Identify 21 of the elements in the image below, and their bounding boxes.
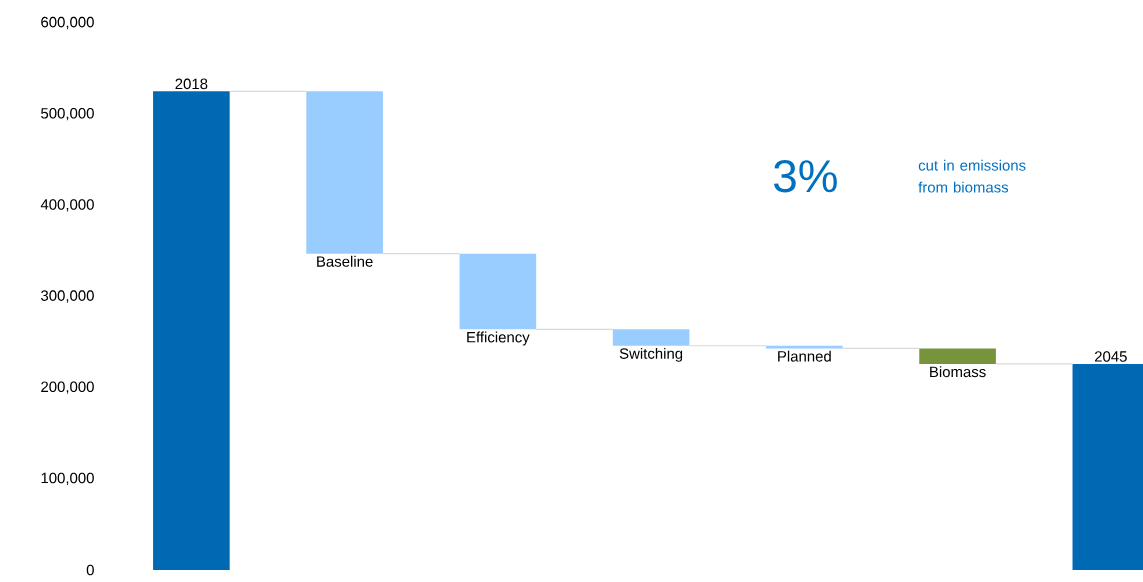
y-tick-label: 300,000 [41, 290, 94, 303]
y-tick-label: 200,000 [41, 381, 94, 394]
x-tick-label: Baseline [317, 255, 373, 267]
y-tick-label: 400,000 [40, 199, 94, 212]
x-tick-label: Biomass [930, 366, 986, 378]
annotation: 3% [774, 159, 837, 193]
bar [459, 253, 537, 330]
bar [612, 329, 690, 346]
x-tick-label: 2018 [175, 78, 208, 90]
x-tick-label: Planned [778, 350, 831, 362]
bar [919, 348, 996, 364]
bar [306, 91, 383, 254]
annotation: cut in emissions from biomass [918, 159, 1026, 193]
x-tick-label: 2045 [1094, 351, 1127, 362]
y-tick-label: 500,000 [41, 107, 94, 121]
y-tick-label: 0 [86, 564, 94, 576]
x-tick-label: Efficiency [467, 331, 530, 346]
y-tick-label: 100,000 [41, 472, 94, 485]
y-tick-label: 600,000 [41, 16, 94, 30]
bar [153, 91, 230, 570]
x-tick-label: Switching [619, 347, 683, 362]
